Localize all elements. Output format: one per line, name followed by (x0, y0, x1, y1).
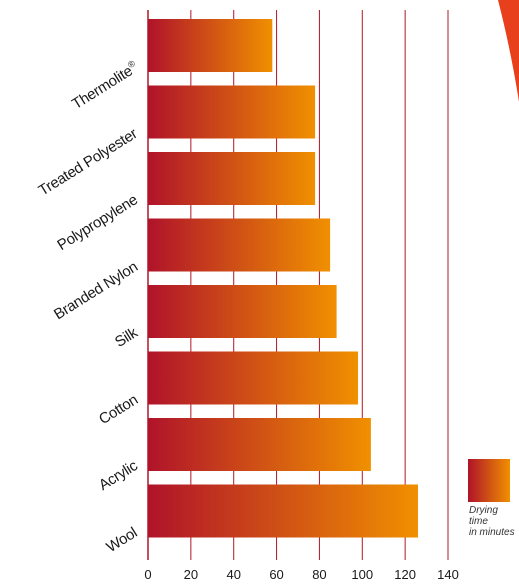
bar-branded-nylon (148, 218, 331, 272)
bar-treated-polyester (148, 85, 316, 139)
x-tick-label-20: 20 (183, 567, 199, 582)
x-tick-label-80: 80 (312, 567, 327, 582)
bar-cotton (148, 351, 358, 405)
bars (148, 19, 418, 538)
decorative-accent-shape (498, 0, 519, 102)
bar-thermolite (148, 19, 273, 72)
x-tick-label-100: 100 (351, 567, 374, 582)
legend-line-2: time (469, 516, 488, 527)
bar-acrylic (148, 418, 371, 471)
x-tick-label-140: 140 (437, 567, 459, 582)
x-tick-label-40: 40 (226, 567, 241, 582)
legend-line-3: in minutes (469, 527, 515, 538)
bar-silk (148, 285, 337, 338)
bar-polypropylene (148, 152, 316, 205)
legend-line-1: Drying (469, 505, 498, 516)
bar-wool (148, 484, 418, 538)
x-tick-label-60: 60 (269, 567, 284, 582)
legend-swatch (468, 459, 510, 502)
x-tick-label-0: 0 (144, 567, 152, 582)
x-tick-label-120: 120 (394, 567, 416, 582)
